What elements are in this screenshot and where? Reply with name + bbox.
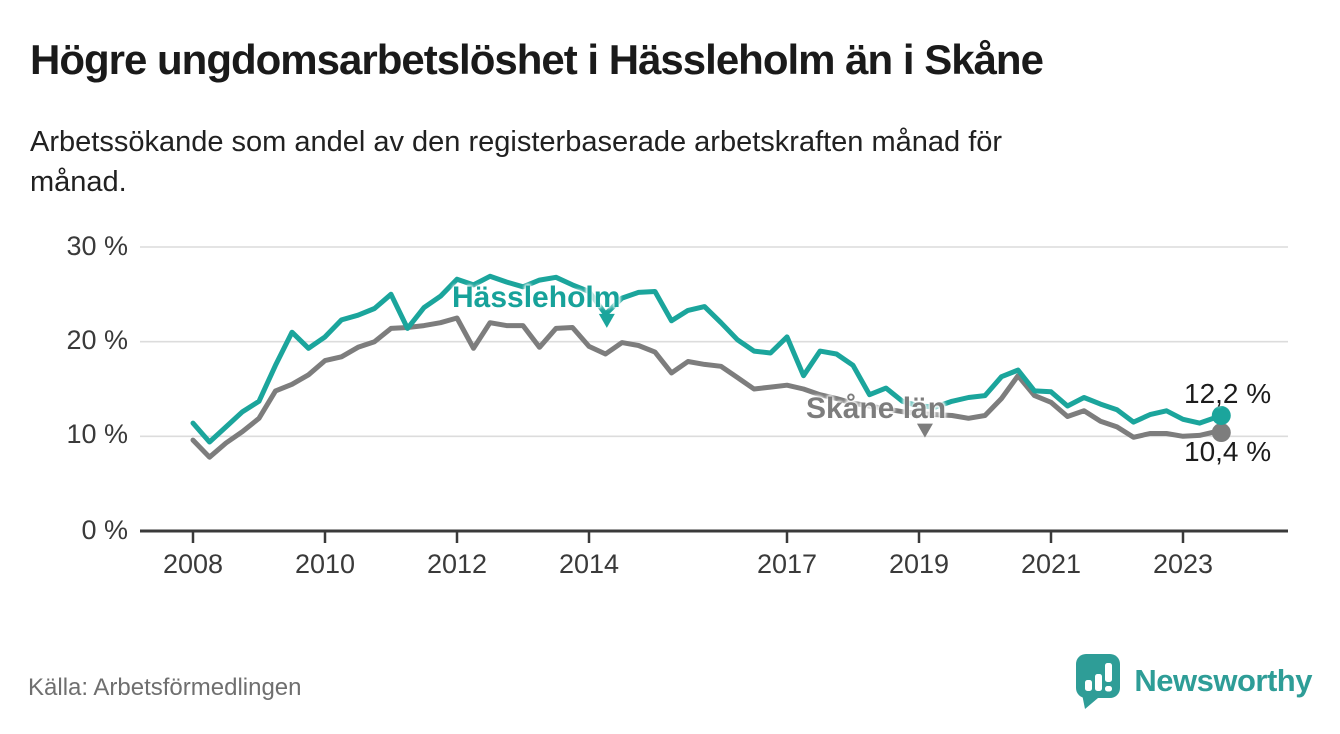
x-tick-label-2014: 2014 <box>558 549 620 579</box>
series-label-skane: Skåne län <box>806 392 947 425</box>
x-tick-label-2021: 2021 <box>1020 549 1082 579</box>
x-tick-label-2023: 2023 <box>1152 549 1214 579</box>
x-tick-label-2012: 2012 <box>426 549 488 579</box>
x-tick-label-2010: 2010 <box>294 549 356 579</box>
y-tick-label-0: 0 % <box>81 515 128 545</box>
chart-title: Högre ungdomsarbetslöshet i Hässleholm ä… <box>30 36 1044 83</box>
x-tick-label-2019: 2019 <box>888 549 950 579</box>
label-pointer-triangle <box>916 423 933 438</box>
series-line-skane <box>190 315 1224 460</box>
label-pointer-triangle <box>598 313 615 328</box>
y-tick-label-20: 20 % <box>66 325 128 355</box>
end-dot-hassleholm <box>1211 406 1231 426</box>
source-note: Källa: Arbetsförmedlingen <box>28 674 302 701</box>
end-dot-skane <box>1211 423 1231 443</box>
x-tick-label-2008: 2008 <box>162 549 224 579</box>
chart-subtitle-line2: månad. <box>30 166 127 198</box>
end-value-skane: 10,4 % <box>1184 436 1272 467</box>
logo-text: Newsworthy <box>1134 663 1312 698</box>
series-label-hassleholm: Hässleholm <box>452 281 621 314</box>
chart-subtitle-line1: Arbetssökande som andel av den registerb… <box>30 126 1003 158</box>
newsworthy-pin-icon <box>1076 654 1121 709</box>
x-tick-label-2017: 2017 <box>756 549 818 579</box>
newsworthy-logo: Newsworthy <box>1074 652 1312 710</box>
series-line-hassleholm <box>190 273 1224 445</box>
y-tick-label-10: 10 % <box>66 419 128 449</box>
y-tick-label-30: 30 % <box>66 231 128 261</box>
end-value-hassleholm: 12,2 % <box>1184 378 1272 409</box>
